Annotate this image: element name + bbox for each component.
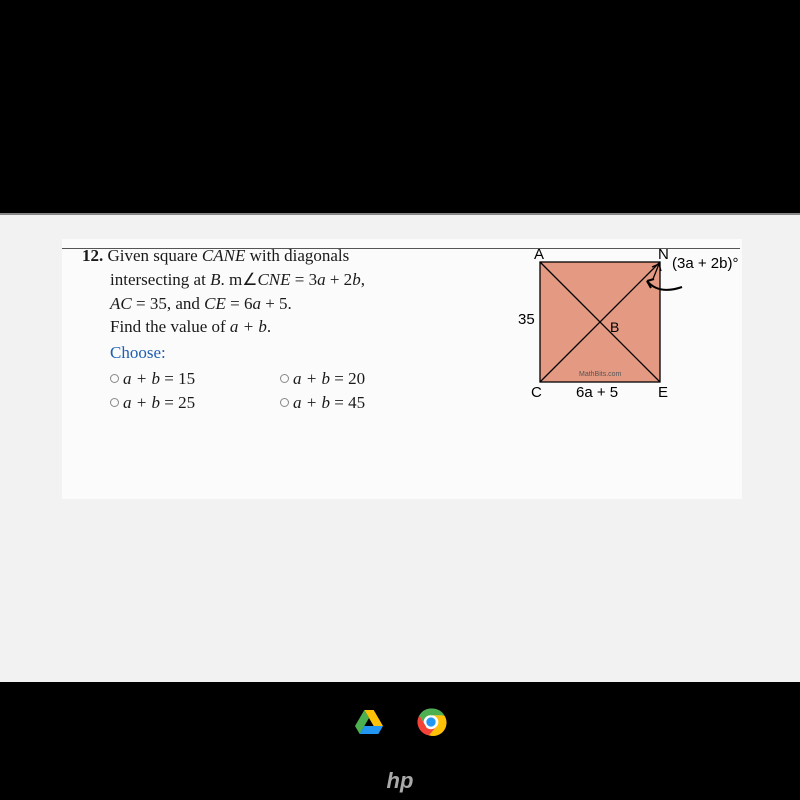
svg-text:35: 35 <box>518 311 535 328</box>
svg-text:C: C <box>531 384 542 401</box>
q-text: . m∠ <box>220 270 257 289</box>
q-text: a <box>252 294 261 313</box>
content-panel: 12. Given square CANE with diagonals int… <box>62 239 742 499</box>
q-text: = 3 <box>291 270 318 289</box>
radio-icon <box>280 398 289 407</box>
q-text: CE <box>204 294 226 313</box>
hp-logo: hp <box>0 768 800 794</box>
q-text: a + b <box>230 317 267 336</box>
q-text: b <box>352 270 361 289</box>
screen-area: 12. Given square CANE with diagonals int… <box>0 213 800 682</box>
opt-text: a + b <box>123 369 160 388</box>
q-text: = 6 <box>226 294 253 313</box>
question-block: 12. Given square CANE with diagonals int… <box>82 244 477 415</box>
chrome-icon[interactable] <box>415 706 447 738</box>
opt-text: = 15 <box>160 369 195 388</box>
q-text: Find the value of <box>110 317 230 336</box>
q-text: intersecting at <box>110 270 210 289</box>
opt-text: a + b <box>293 393 330 412</box>
annotation-arrow <box>644 269 689 299</box>
svg-text:E: E <box>658 384 668 401</box>
radio-icon <box>280 374 289 383</box>
divider-line <box>62 248 740 249</box>
q-text: B <box>210 270 220 289</box>
option-4[interactable]: a + b = 45 <box>280 391 450 415</box>
radio-icon <box>110 398 119 407</box>
radio-icon <box>110 374 119 383</box>
option-3[interactable]: a + b = 25 <box>110 391 280 415</box>
q-text: AC <box>110 294 132 313</box>
option-2[interactable]: a + b = 20 <box>280 367 450 391</box>
google-drive-icon[interactable] <box>353 706 385 738</box>
q-text: CNE <box>257 270 290 289</box>
opt-text: = 45 <box>330 393 365 412</box>
opt-text: = 25 <box>160 393 195 412</box>
opt-text: a + b <box>123 393 160 412</box>
svg-text:6a + 5: 6a + 5 <box>576 384 618 401</box>
svg-text:B: B <box>610 319 619 335</box>
taskbar: hp <box>0 682 800 800</box>
q-text: , <box>361 270 365 289</box>
q-text: + 5. <box>261 294 292 313</box>
svg-text:MathBits.com: MathBits.com <box>579 371 622 378</box>
opt-text: = 20 <box>330 369 365 388</box>
q-text: + 2 <box>326 270 353 289</box>
q-text: . <box>267 317 271 336</box>
q-text: a <box>317 270 326 289</box>
option-1[interactable]: a + b = 15 <box>110 367 280 391</box>
choose-label: Choose: <box>82 341 477 365</box>
opt-text: a + b <box>293 369 330 388</box>
q-text: = 35, and <box>132 294 204 313</box>
